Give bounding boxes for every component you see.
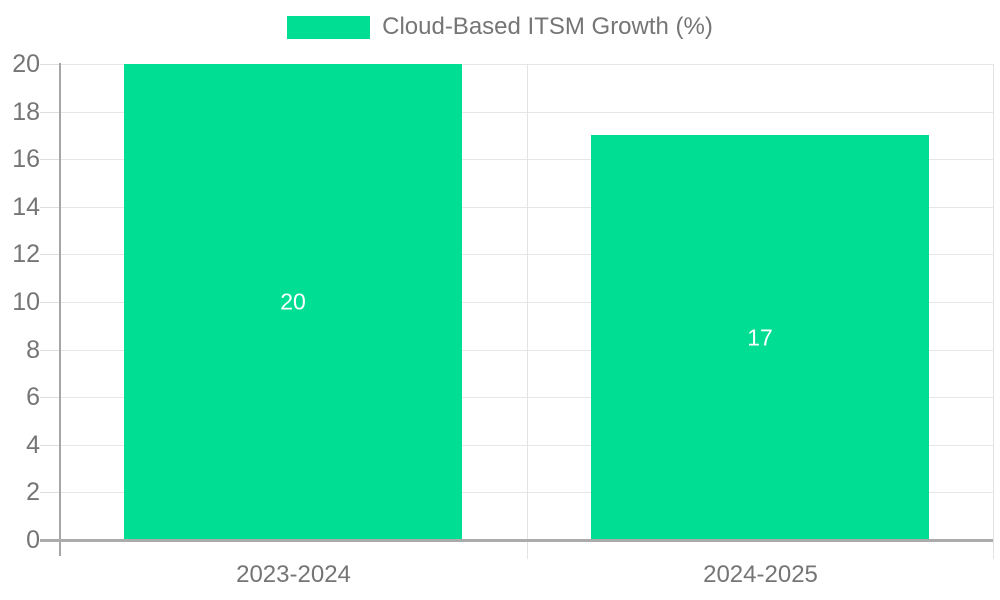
gridline [60, 445, 993, 446]
y-axis-tick [40, 159, 60, 160]
y-tick-label: 2 [26, 478, 40, 506]
y-tick-label: 14 [12, 193, 40, 221]
x-tick-label: 2024-2025 [703, 561, 818, 588]
y-axis-tick [40, 254, 60, 255]
y-axis-tick [40, 350, 60, 351]
gridline [60, 64, 993, 65]
x-axis-tick [527, 540, 528, 559]
gridline [60, 254, 993, 255]
category-boundary-line [527, 64, 528, 540]
bar[interactable] [124, 64, 462, 540]
y-tick-label: 4 [26, 431, 40, 459]
bar-value-label: 20 [280, 288, 306, 315]
legend-label: Cloud-Based ITSM Growth (%) [382, 13, 713, 40]
y-tick-label: 12 [12, 240, 40, 268]
y-tick-label: 6 [26, 383, 40, 411]
y-axis-tick [40, 492, 60, 493]
y-axis-tick [40, 64, 60, 65]
y-axis-tick [40, 397, 60, 398]
gridline [60, 159, 993, 160]
bar[interactable] [591, 135, 929, 540]
y-axis-tick [40, 207, 60, 208]
y-axis-tick [40, 112, 60, 113]
category-boundary-line [993, 64, 994, 540]
gridline [60, 492, 993, 493]
x-tick-label: 2023-2024 [236, 561, 351, 588]
x-axis-line [40, 539, 993, 542]
x-axis-tick [993, 540, 994, 559]
y-tick-label: 20 [12, 50, 40, 78]
gridline [60, 302, 993, 303]
gridline [60, 350, 993, 351]
y-tick-label: 18 [12, 98, 40, 126]
gridline [60, 397, 993, 398]
gridline [60, 112, 993, 113]
y-tick-label: 0 [26, 526, 40, 554]
bar-value-label: 17 [747, 324, 773, 351]
y-tick-label: 16 [12, 145, 40, 173]
gridline [60, 207, 993, 208]
y-tick-label: 8 [26, 336, 40, 364]
y-axis-tick [40, 302, 60, 303]
legend-swatch-icon [287, 15, 371, 39]
y-axis-line [59, 63, 61, 556]
y-axis-tick [40, 445, 60, 446]
legend-item[interactable]: Cloud-Based ITSM Growth (%) [0, 13, 1000, 40]
y-tick-label: 10 [12, 288, 40, 316]
